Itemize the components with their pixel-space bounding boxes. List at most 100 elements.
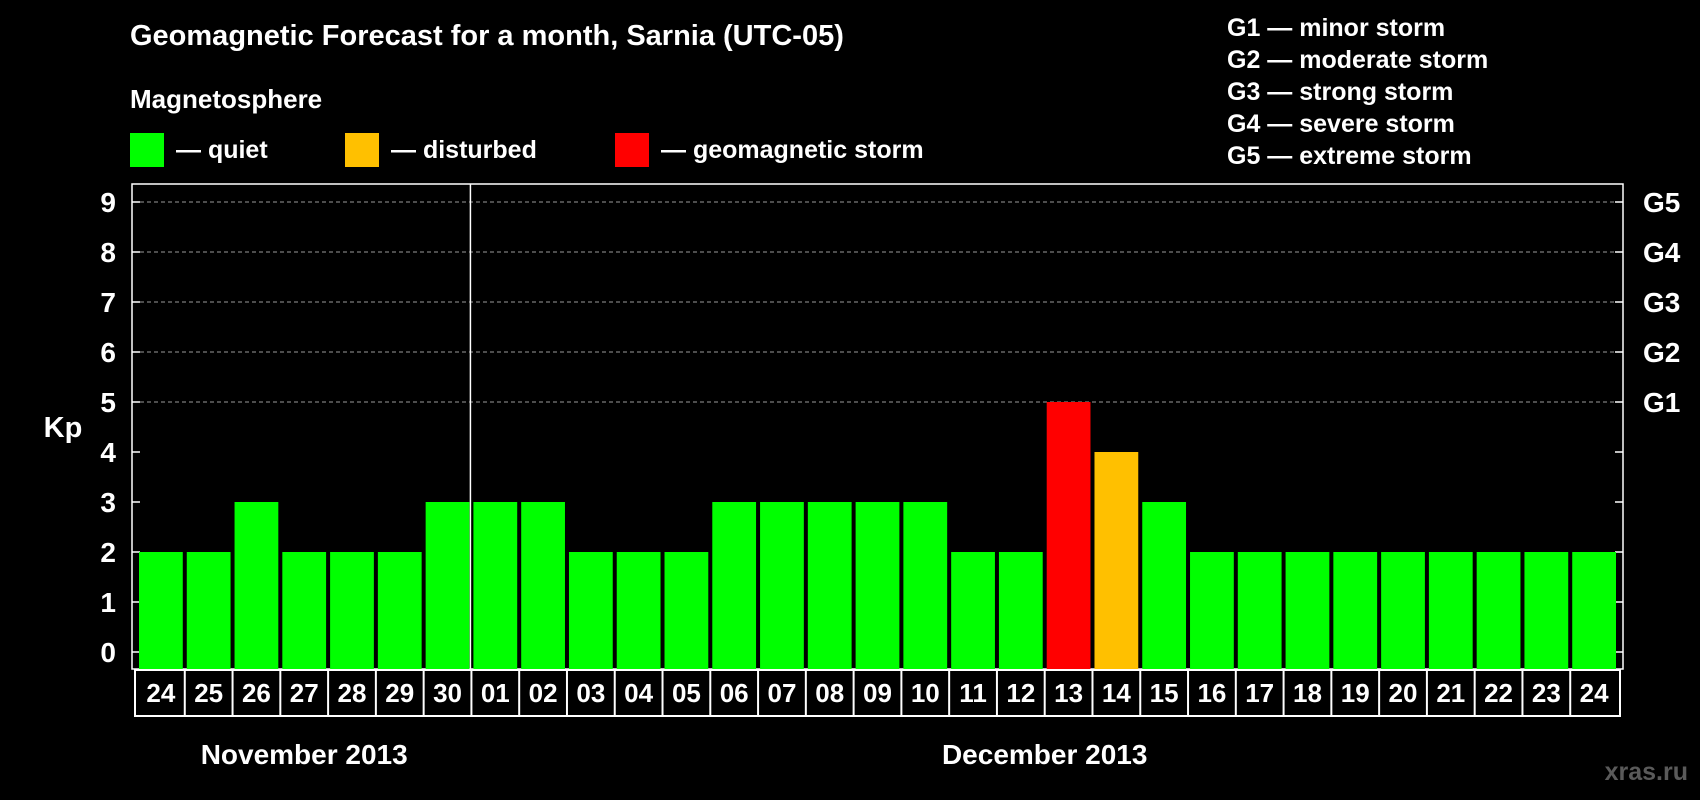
bar xyxy=(1381,552,1425,669)
legend-swatch-quiet xyxy=(130,133,164,167)
x-tick-label: 27 xyxy=(290,678,319,708)
bar xyxy=(664,552,709,669)
legend-item-storm: — geomagnetic storm xyxy=(615,133,924,167)
legend-item-quiet: — quiet xyxy=(130,133,268,167)
x-tick-label: 26 xyxy=(242,678,271,708)
bar xyxy=(282,552,327,669)
y-tick-label: 1 xyxy=(100,587,116,618)
bar xyxy=(139,552,183,669)
bar xyxy=(1190,552,1234,669)
bar xyxy=(568,552,613,669)
y-tick-label: 6 xyxy=(100,337,116,368)
x-tick-label: 07 xyxy=(767,678,796,708)
bar xyxy=(377,552,422,669)
right-axis-label: G4 xyxy=(1643,237,1681,268)
x-tick-label: 17 xyxy=(1245,678,1274,708)
x-tick-label: 22 xyxy=(1484,678,1513,708)
bar xyxy=(1094,452,1139,669)
day-row-frame xyxy=(134,669,1621,717)
bar xyxy=(807,502,852,669)
bar xyxy=(616,552,661,669)
x-tick-label: 03 xyxy=(576,678,605,708)
bar xyxy=(1142,502,1187,669)
bar xyxy=(1237,552,1282,669)
month-label: December 2013 xyxy=(942,739,1147,770)
x-tick-label: 09 xyxy=(863,678,892,708)
bar xyxy=(1428,552,1473,669)
storm-scale-g4: G4 — severe storm xyxy=(1227,110,1455,138)
right-axis-label: G3 xyxy=(1643,287,1680,318)
x-tick-label: 05 xyxy=(672,678,701,708)
x-tick-label: 21 xyxy=(1436,678,1465,708)
y-tick-label: 7 xyxy=(100,287,116,318)
legend-swatch-disturbed xyxy=(345,133,379,167)
bar xyxy=(760,502,804,669)
bar xyxy=(425,502,470,669)
legend-item-disturbed: — disturbed xyxy=(345,133,537,167)
month-label: November 2013 xyxy=(201,739,408,770)
y-tick-label: 2 xyxy=(100,537,116,568)
x-tick-label: 13 xyxy=(1054,678,1083,708)
x-tick-label: 29 xyxy=(385,678,414,708)
bar xyxy=(712,502,757,669)
x-tick-label: 24 xyxy=(1580,678,1609,708)
x-tick-label: 20 xyxy=(1389,678,1418,708)
legend-label-quiet: — quiet xyxy=(176,135,268,164)
x-tick-label: 28 xyxy=(338,678,367,708)
bar xyxy=(1046,402,1091,669)
bar xyxy=(998,552,1043,669)
bar xyxy=(234,502,279,669)
bar xyxy=(473,502,518,669)
y-tick-label: 0 xyxy=(100,637,116,668)
x-tick-label: 24 xyxy=(146,678,175,708)
storm-scale-g1: G1 — minor storm xyxy=(1227,14,1446,42)
x-tick-label: 02 xyxy=(529,678,558,708)
bar xyxy=(1524,552,1569,669)
bar xyxy=(1476,552,1521,669)
storm-scale-g5: G5 — extreme storm xyxy=(1227,142,1472,170)
storm-scale-list: G1 — minor storm G2 — moderate storm G3 … xyxy=(1227,12,1488,172)
x-tick-label: 16 xyxy=(1197,678,1226,708)
x-tick-label: 08 xyxy=(815,678,844,708)
storm-scale-g3: G3 — strong storm xyxy=(1227,78,1454,106)
bar xyxy=(186,552,231,669)
x-tick-label: 12 xyxy=(1006,678,1035,708)
legend-title: Magnetosphere xyxy=(130,84,323,114)
right-axis-label: G2 xyxy=(1643,337,1680,368)
x-tick-label: 19 xyxy=(1341,678,1370,708)
bar xyxy=(1285,552,1330,669)
watermark: xras.ru xyxy=(1604,758,1688,786)
bar xyxy=(903,502,948,669)
x-tick-label: 18 xyxy=(1293,678,1322,708)
bar xyxy=(855,502,900,669)
x-tick-label: 15 xyxy=(1150,678,1179,708)
legend-label-storm: — geomagnetic storm xyxy=(661,135,924,164)
x-tick-label: 25 xyxy=(194,678,223,708)
y-tick-label: 4 xyxy=(100,437,116,468)
x-tick-label: 23 xyxy=(1532,678,1561,708)
bar xyxy=(330,552,374,669)
x-tick-label: 01 xyxy=(481,678,510,708)
bar xyxy=(951,552,995,669)
x-tick-label: 14 xyxy=(1102,678,1131,708)
page-title: Geomagnetic Forecast for a month, Sarnia… xyxy=(130,20,844,52)
right-axis-label: G1 xyxy=(1643,387,1680,418)
storm-scale-g2: G2 — moderate storm xyxy=(1227,46,1489,74)
bar xyxy=(521,502,565,669)
legend-swatch-storm xyxy=(615,133,649,167)
x-tick-label: 30 xyxy=(433,678,462,708)
legend-label-disturbed: — disturbed xyxy=(391,135,537,164)
bar xyxy=(1333,552,1378,669)
y-tick-label: 5 xyxy=(100,387,116,418)
x-tick-label: 04 xyxy=(624,678,653,708)
bar xyxy=(1572,552,1616,669)
y-axis-label: Kp xyxy=(44,412,83,444)
y-tick-label: 8 xyxy=(100,237,116,268)
x-tick-label: 11 xyxy=(959,678,987,708)
x-tick-label: 06 xyxy=(720,678,749,708)
x-tick-label: 10 xyxy=(911,678,940,708)
y-tick-label: 9 xyxy=(100,187,116,218)
y-tick-label: 3 xyxy=(100,487,116,518)
right-axis-label: G5 xyxy=(1643,187,1680,218)
